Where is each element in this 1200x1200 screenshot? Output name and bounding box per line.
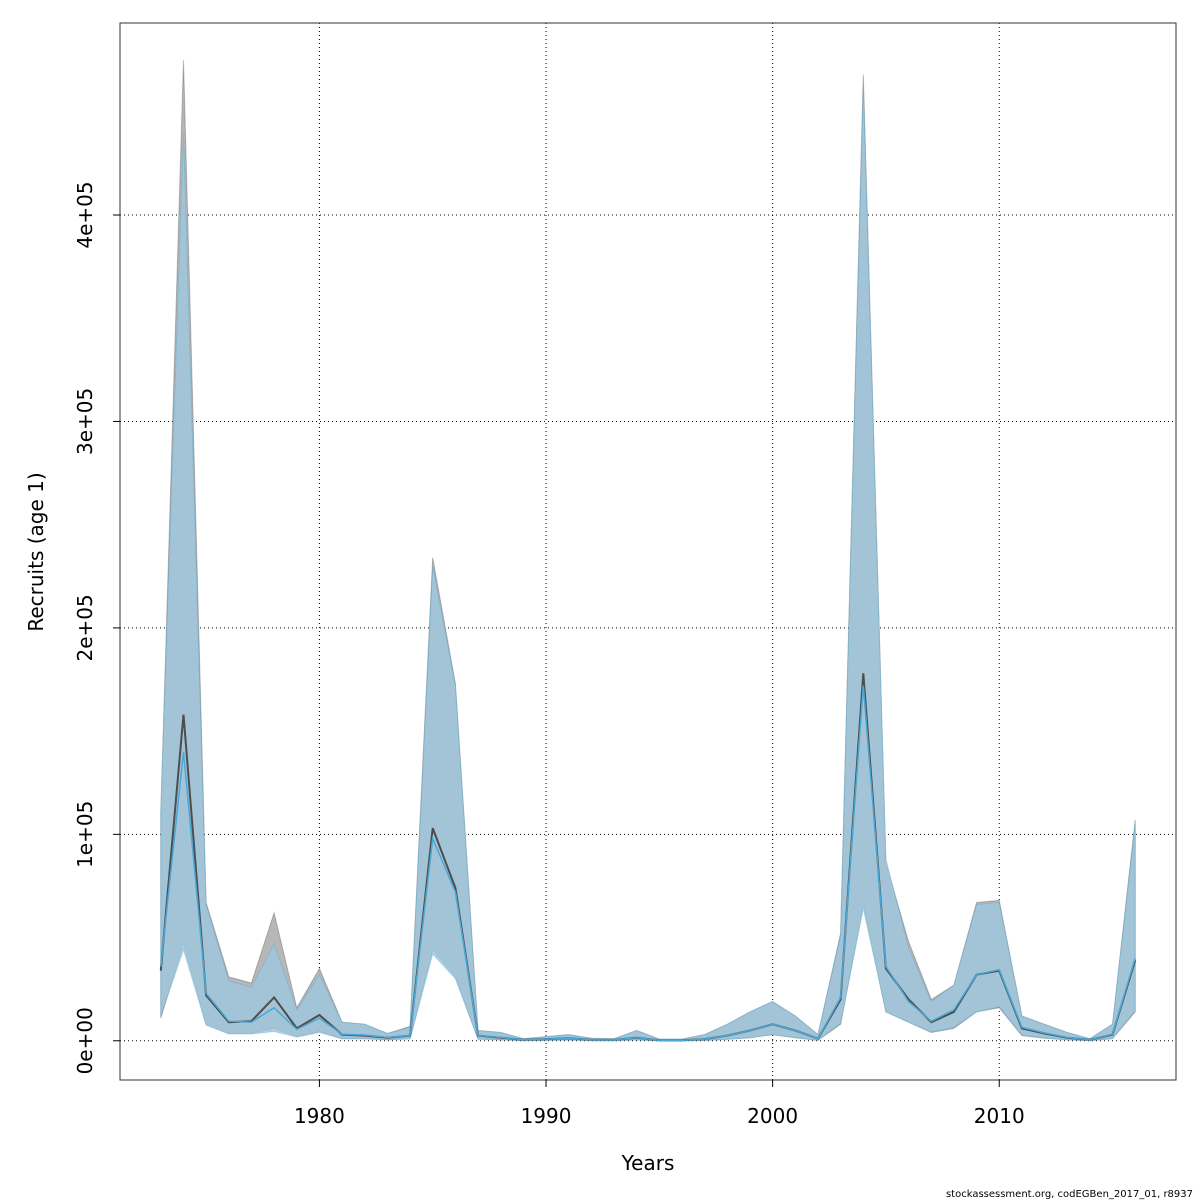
- y-axis-title: Recruits (age 1): [24, 472, 48, 631]
- confidence-band-2: [160, 84, 1136, 1042]
- axis-ticks: 1980 1990 2000 2010 0e+00 1e+05 2e+05 3e+05 4e+0…: [73, 181, 1025, 1128]
- x-tick-label: 1980: [294, 1104, 345, 1128]
- x-axis-title: Years: [621, 1151, 675, 1175]
- y-tick-label: 4e+05: [73, 181, 97, 248]
- y-tick-label: 3e+05: [73, 388, 97, 455]
- series-layer: [159, 60, 1137, 1042]
- credit-text: stockassessment.org, codEGBen_2017_01, r…: [946, 1189, 1193, 1200]
- confidence-band-1: [160, 60, 1136, 1042]
- grid-lines: [120, 23, 1176, 1080]
- y-tick-label: 1e+05: [73, 801, 97, 868]
- x-tick-label: 1990: [521, 1104, 572, 1128]
- y-tick-label: 0e+00: [73, 1007, 97, 1074]
- x-tick-label: 2010: [974, 1104, 1025, 1128]
- estimate-line-2: [160, 685, 1136, 1041]
- x-tick-label: 2000: [747, 1104, 798, 1128]
- plot-frame: [119, 22, 1177, 1081]
- y-tick-label: 2e+05: [73, 594, 97, 661]
